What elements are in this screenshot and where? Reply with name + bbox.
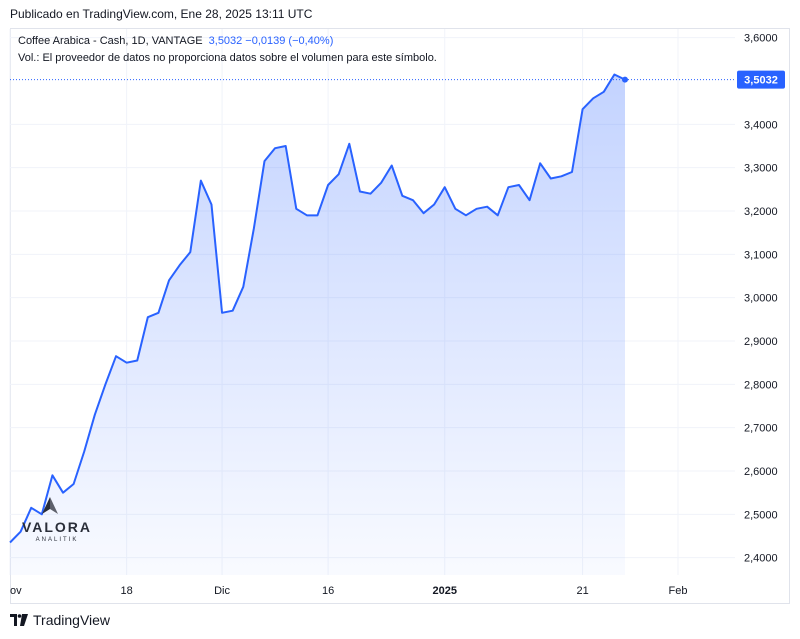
y-tick-label: 3,1000	[744, 249, 778, 261]
valora-brand: VALORA	[22, 519, 92, 535]
x-tick-label: ov	[10, 585, 22, 597]
published-note: Publicado en TradingView.com, Ene 28, 20…	[10, 7, 313, 21]
x-tick-label: 16	[322, 585, 334, 597]
y-tick-label: 3,2000	[744, 206, 778, 218]
current-price-tag	[737, 70, 785, 89]
y-tick-label: 2,9000	[744, 336, 778, 348]
y-tick-label: 2,7000	[744, 423, 778, 435]
y-axis: 3,6000 3,4000 3,3000 3,2000 3,1000 3,0000 2,90…	[744, 33, 778, 565]
current-price-line: 3,5032	[10, 70, 785, 89]
y-tick-label: 2,5000	[744, 509, 778, 521]
price-change: −0,0139 (−0,40%)	[245, 35, 334, 47]
chart-area	[10, 74, 625, 575]
valora-logo-icon	[42, 497, 50, 514]
y-tick-label: 2,6000	[744, 466, 778, 478]
x-tick-label: 2025	[432, 585, 456, 597]
tradingview-logo-icon	[10, 614, 28, 626]
current-price-label: 3,5032	[744, 75, 778, 87]
x-tick-label: Feb	[669, 585, 688, 597]
area-fill	[10, 74, 625, 575]
y-tick-label: 3,4000	[744, 119, 778, 131]
y-tick-label: 3,3000	[744, 163, 778, 175]
y-tick-label: 3,0000	[744, 293, 778, 305]
valora-logo-icon-shade	[50, 497, 58, 514]
valora-sub: ANALITIK	[36, 537, 79, 543]
volume-note: Vol.: El proveedor de datos no proporcio…	[18, 52, 437, 64]
x-tick-label: 18	[121, 585, 133, 597]
x-tick-label: 21	[576, 585, 588, 597]
x-tick-label: Dic	[214, 585, 230, 597]
chart-legend: Coffee Arabica - Cash, 1D, VANTAGE 3,5032…	[18, 34, 437, 66]
x-axis: ov 18 Dic 16 2025 21 Feb	[10, 585, 688, 597]
y-tick-label: 2,4000	[744, 553, 778, 565]
last-price: 3,5032	[208, 35, 243, 47]
footer-brand: TradingView	[33, 612, 111, 628]
y-tick-label: 3,6000	[744, 33, 778, 45]
valora-watermark: VALORA ANALITIK	[22, 497, 92, 543]
y-tick-label: 2,8000	[744, 379, 778, 391]
symbol-label: Coffee Arabica - Cash, 1D, VANTAGE	[18, 35, 203, 47]
tradingview-footer[interactable]: TradingView	[10, 612, 110, 628]
